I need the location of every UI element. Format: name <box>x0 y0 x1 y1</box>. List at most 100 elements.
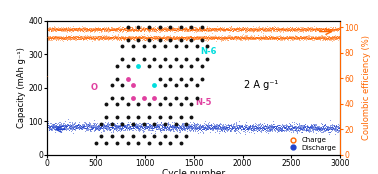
Point <box>101 123 107 126</box>
Point <box>139 28 146 31</box>
Point <box>242 126 248 129</box>
Point <box>113 127 119 130</box>
Point <box>200 128 206 131</box>
Point <box>188 26 194 28</box>
Point <box>116 37 122 39</box>
Point <box>184 125 190 128</box>
Point <box>244 124 250 127</box>
Point <box>50 124 56 127</box>
Point <box>275 124 281 127</box>
Point <box>335 130 341 133</box>
Point <box>113 37 119 39</box>
Point <box>221 29 227 31</box>
Point <box>337 28 343 31</box>
Point <box>321 125 327 127</box>
Point <box>260 129 266 132</box>
Point <box>144 121 150 124</box>
Point <box>242 26 248 28</box>
Point <box>50 29 56 31</box>
Point <box>156 35 162 38</box>
Point <box>175 123 181 126</box>
Point <box>316 37 322 39</box>
Point <box>313 28 319 31</box>
Point <box>336 28 342 31</box>
Point <box>257 126 263 129</box>
Point <box>221 129 227 132</box>
Point <box>136 35 143 38</box>
Point <box>244 128 250 130</box>
Point <box>229 127 235 130</box>
Point <box>87 125 93 128</box>
Point <box>271 125 277 128</box>
Point <box>159 125 165 127</box>
Point <box>223 36 229 39</box>
Point <box>176 124 182 127</box>
Point <box>80 26 86 28</box>
Point <box>219 125 225 128</box>
Point <box>272 127 278 130</box>
Point <box>208 126 214 129</box>
Point <box>62 26 68 29</box>
Point <box>293 129 299 132</box>
Point <box>95 126 101 129</box>
Point <box>276 37 282 40</box>
Point <box>281 124 287 127</box>
Point <box>51 127 57 130</box>
Point <box>233 29 239 32</box>
Point <box>289 25 295 28</box>
Point <box>260 34 266 37</box>
Point <box>86 36 92 39</box>
Point <box>311 128 317 130</box>
Point <box>256 26 262 29</box>
Point <box>48 28 54 31</box>
Point <box>133 35 139 37</box>
Point <box>118 36 124 39</box>
Point <box>190 28 196 31</box>
Point <box>59 28 65 31</box>
Point <box>137 37 143 39</box>
Point <box>145 37 151 39</box>
Point <box>287 125 293 127</box>
Point <box>133 128 139 131</box>
Point <box>245 128 251 130</box>
Point <box>82 35 88 38</box>
Point <box>296 126 302 129</box>
Point <box>67 37 73 40</box>
Point <box>68 28 74 30</box>
Point <box>180 37 186 39</box>
Point <box>199 28 205 31</box>
Point <box>110 27 116 30</box>
Point <box>305 29 311 32</box>
Point <box>325 131 331 134</box>
Point <box>211 125 217 128</box>
Point <box>269 35 275 38</box>
Point <box>213 37 219 39</box>
Point <box>301 36 307 39</box>
Point <box>237 27 243 29</box>
Point <box>188 35 194 38</box>
Point <box>49 125 55 128</box>
Point <box>152 36 158 39</box>
Point <box>276 26 282 29</box>
Point <box>302 35 308 38</box>
Point <box>323 29 329 31</box>
Point <box>244 128 250 130</box>
Point <box>84 126 90 129</box>
Point <box>86 123 92 126</box>
Point <box>128 38 134 41</box>
Point <box>307 38 313 41</box>
Point <box>98 126 104 128</box>
Point <box>81 122 87 125</box>
Point <box>249 27 255 30</box>
Point <box>45 125 51 128</box>
Point <box>156 36 162 39</box>
Point <box>216 36 222 39</box>
Point <box>237 28 243 31</box>
Point <box>209 127 215 130</box>
Point <box>259 128 265 130</box>
Point <box>205 126 211 129</box>
Point <box>247 127 253 130</box>
Point <box>235 127 242 130</box>
Point <box>207 28 213 30</box>
Point <box>272 36 278 39</box>
